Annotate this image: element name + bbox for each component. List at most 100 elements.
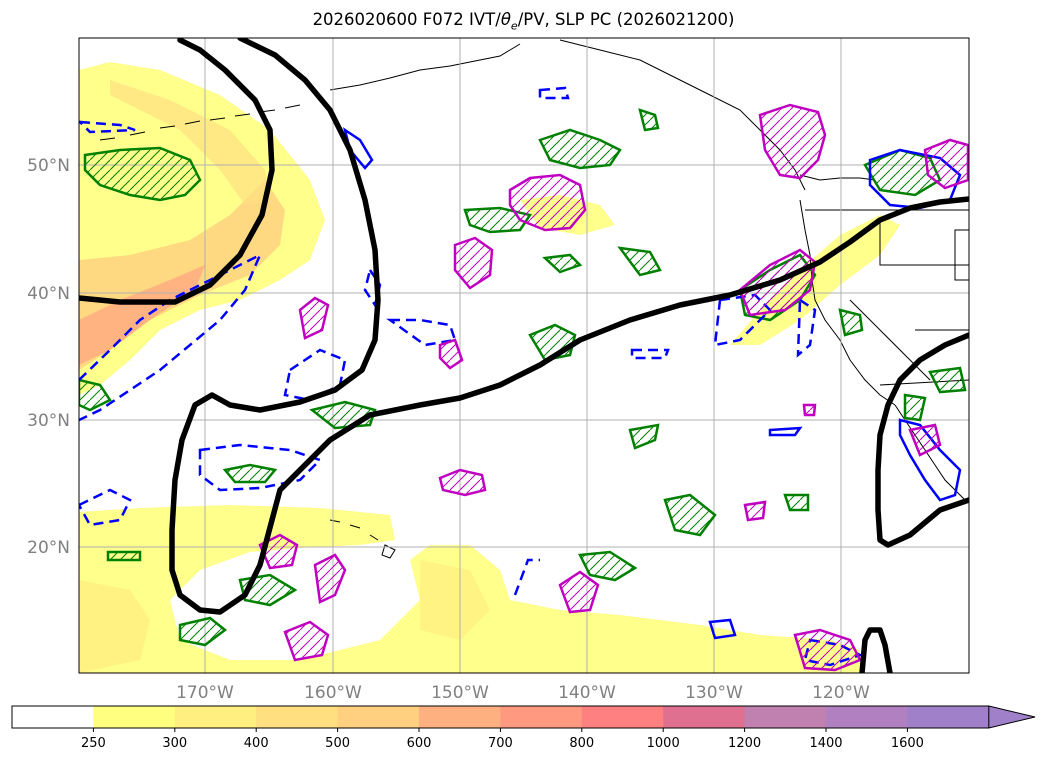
bc-coast xyxy=(799,174,876,181)
state-border-2 xyxy=(849,299,931,381)
lon-labels: 170°W 160°W 150°W 140°W 130°W 120°W xyxy=(176,683,870,703)
hawaii-islands xyxy=(329,519,396,559)
colorbar-tick-label-3: 500 xyxy=(325,736,350,751)
colorbar-extend-arrow xyxy=(988,705,1036,729)
theta-e-contours xyxy=(258,103,969,672)
ivt-max-north xyxy=(79,265,205,365)
us-west-coast xyxy=(799,199,896,406)
pv-south-3 xyxy=(578,550,638,582)
pv-coast-2 xyxy=(838,308,864,337)
colorbar-segment-11 xyxy=(907,706,990,728)
colorbar: 250 300 400 500 600 700 800 1000 1200 1400 1600 xyxy=(11,705,1036,751)
theta-e-south-1 xyxy=(438,468,487,497)
colorbar-segment-5 xyxy=(419,706,501,728)
pv-sw-2 xyxy=(222,463,278,484)
colorbar-segment-6 xyxy=(500,706,583,728)
lon-label-160: 160°W xyxy=(304,683,362,703)
lat-label-40: 40°N xyxy=(27,284,70,304)
colorbar-segment-3 xyxy=(256,706,339,728)
pv-neg-solid-3 xyxy=(708,618,737,640)
lon-label-150: 150°W xyxy=(431,683,489,703)
colorbar-tick-label-1: 300 xyxy=(162,736,187,751)
theta-e-south-3 xyxy=(313,553,347,604)
lon-label-120: 120°W xyxy=(812,683,870,703)
lon-label-170: 170°W xyxy=(176,683,234,703)
lat-label-30: 30°N xyxy=(27,411,70,431)
theta-e-south-5 xyxy=(283,620,330,662)
theta-e-small-2 xyxy=(908,423,942,457)
lat-label-50: 50°N xyxy=(27,156,70,176)
colorbar-segment-8 xyxy=(663,706,746,728)
lon-label-140: 140°W xyxy=(558,683,616,703)
ivt-core-south xyxy=(79,580,150,673)
colorbar-segment-4 xyxy=(337,706,420,728)
state-border-1 xyxy=(879,220,969,266)
colorbar-tick-label-6: 800 xyxy=(569,736,594,751)
colorbar-tick-label-4: 600 xyxy=(407,736,432,751)
lat-labels: 50°N 40°N 30°N 20°N xyxy=(27,156,70,558)
colorbar-segment-2 xyxy=(174,706,257,728)
colorbar-tick-label-9: 1400 xyxy=(809,736,842,751)
slp-contours xyxy=(79,38,969,673)
pv-gulf-2 xyxy=(463,206,533,234)
pv-negative-contours xyxy=(79,86,864,667)
pv-mid-2 xyxy=(617,246,662,277)
theta-e-mid-3 xyxy=(438,338,464,370)
slp-north-low xyxy=(79,38,275,305)
pv-neg-6 xyxy=(386,318,457,347)
ivt-jet-arm xyxy=(110,80,270,205)
theta-e-south-2 xyxy=(258,533,299,570)
pv-south-1 xyxy=(628,423,660,450)
slp-east-high xyxy=(875,332,969,548)
colorbar-segment-0 xyxy=(12,706,94,728)
colorbar-tick-label-5: 700 xyxy=(488,736,513,751)
lon-label-130: 130°W xyxy=(685,683,743,703)
pv-south-7 xyxy=(106,550,142,562)
pv-mid-3 xyxy=(542,253,583,274)
pv-neg-3 xyxy=(79,488,132,527)
lat-label-20: 20°N xyxy=(27,538,70,558)
pv-sw-3 xyxy=(79,378,112,412)
colorbar-tick-label-8: 1200 xyxy=(728,736,761,751)
colorbar-tick-label-2: 400 xyxy=(244,736,269,751)
title-sub: e xyxy=(510,19,518,33)
pv-south-5 xyxy=(178,616,228,647)
colorbar-tick-label-7: 1000 xyxy=(647,736,680,751)
title-theta: θ xyxy=(500,10,511,29)
theta-e-south-4 xyxy=(558,570,600,614)
pv-neg-2 xyxy=(198,443,323,492)
alaska-peninsula-coast xyxy=(329,43,521,91)
state-border-5 xyxy=(954,229,969,281)
pv-neg-1 xyxy=(79,252,263,422)
theta-e-mid-1 xyxy=(453,236,494,290)
pv-south-2 xyxy=(663,493,717,537)
coastlines xyxy=(99,39,969,559)
map-border xyxy=(78,37,970,674)
pv-gulf-3 xyxy=(638,108,660,132)
slp-southeast xyxy=(859,627,893,673)
slp-central-trough xyxy=(169,38,969,615)
pv-east-2 xyxy=(928,366,967,394)
theta-e-mid-2 xyxy=(298,296,330,340)
colorbar-tick-label-0: 250 xyxy=(81,736,106,751)
colorbar-segment-9 xyxy=(744,706,827,728)
pv-neg-solid-5 xyxy=(768,426,803,437)
pv-neg-9 xyxy=(630,348,670,360)
pv-neg-7 xyxy=(713,293,772,347)
colorbar-segment-1 xyxy=(93,706,176,728)
colorbar-tick-label-10: 1600 xyxy=(891,736,924,751)
theta-e-gulf xyxy=(508,173,587,232)
map-title: 2026020600 F072 IVT/θe/PV, SLP PC (20260… xyxy=(0,10,1047,32)
theta-e-pnw xyxy=(923,138,969,190)
pv-neg-11 xyxy=(79,120,136,134)
aleutian-islands xyxy=(99,104,301,141)
title-post: /PV, SLP PC (2026021200) xyxy=(517,10,735,29)
ivt-core-central xyxy=(420,560,490,640)
theta-e-bc xyxy=(758,103,827,180)
theta-e-south-6 xyxy=(793,628,862,672)
pv-neg-12 xyxy=(513,558,540,596)
pv-neg-10 xyxy=(538,86,570,100)
pv-neg-8 xyxy=(796,297,817,358)
pv-east-1 xyxy=(903,393,927,422)
